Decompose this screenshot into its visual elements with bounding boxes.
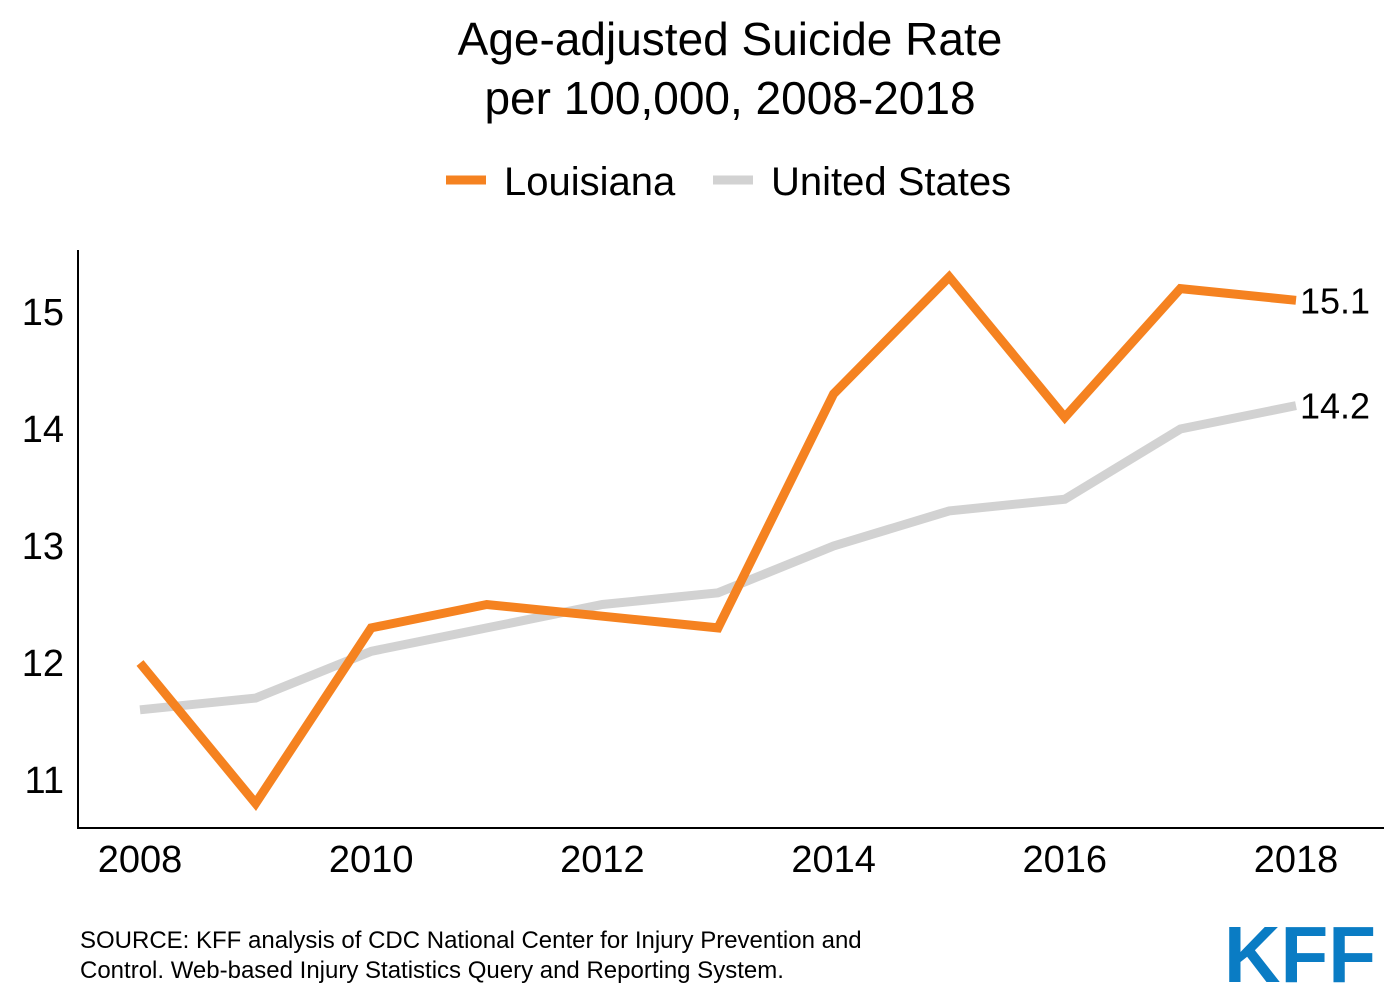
end-value-label: 14.2 (1300, 386, 1370, 427)
svg-text:KFF: KFF (1224, 918, 1376, 988)
chart-subtitle: per 100,000, 2008-2018 (484, 72, 975, 124)
series-lines (136, 270, 1297, 811)
legend-label: Louisiana (504, 160, 676, 204)
line-chart: Age-adjusted Suicide Rate per 100,000, 2… (22, 13, 1384, 881)
x-tick-label: 2008 (98, 839, 183, 881)
x-tick-label: 2016 (1023, 839, 1108, 881)
source-line-2: Control. Web-based Injury Statistics Que… (80, 957, 784, 984)
y-axis-ticks: 11 12 13 14 15 (22, 292, 64, 802)
legend: Louisiana United States (446, 160, 1011, 204)
x-tick-label: 2014 (791, 839, 876, 881)
legend-label: United States (771, 160, 1011, 204)
end-labels: 15.1 14.2 (1300, 280, 1370, 426)
y-tick-label: 12 (22, 643, 64, 685)
x-tick-label: 2010 (329, 839, 414, 881)
source-line-1: SOURCE: KFF analysis of CDC National Cen… (80, 927, 862, 954)
end-value-label: 15.1 (1300, 280, 1370, 321)
y-tick-label: 14 (22, 409, 64, 451)
x-tick-label: 2018 (1254, 839, 1339, 881)
x-axis-ticks: 2008 2010 2012 2014 2016 2018 (98, 839, 1339, 881)
series-line (139, 401, 1297, 715)
chart-title: Age-adjusted Suicide Rate (458, 13, 1003, 65)
series-line (136, 270, 1297, 811)
x-tick-label: 2012 (560, 839, 645, 881)
kff-logo: KFF (1224, 918, 1376, 988)
source-note: SOURCE: KFF analysis of CDC National Cen… (80, 926, 1040, 986)
y-tick-label: 13 (22, 526, 64, 568)
y-tick-label: 15 (22, 292, 64, 334)
y-tick-label: 11 (25, 760, 64, 802)
